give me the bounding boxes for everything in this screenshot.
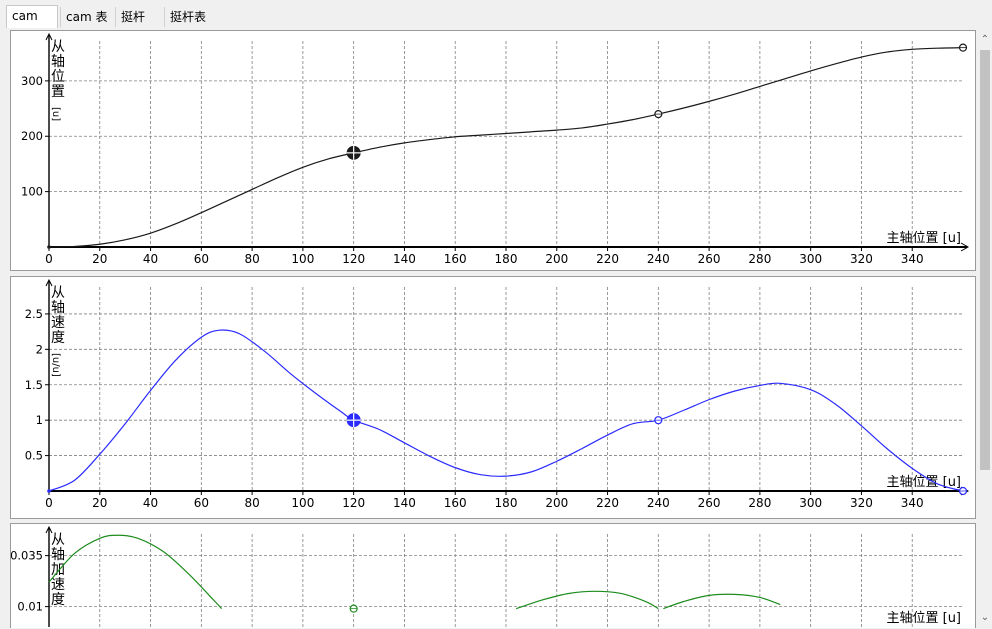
x-tick-label: 20 <box>92 496 107 510</box>
tab-cam[interactable]: cam <box>6 5 58 28</box>
y-tick-label: 200 <box>21 129 43 143</box>
scroll-up-arrow-icon[interactable]: ⌃ <box>980 34 990 45</box>
y-axis-label-char: 从 <box>51 39 65 55</box>
y-axis-label-char: 轴 <box>51 300 65 316</box>
scroll-down-arrow-icon[interactable]: ⌄ <box>980 612 990 623</box>
y-axis-label-char: 轴 <box>51 547 65 563</box>
acceleration-chart-panel: 0.01 0.035 从轴加速度主轴位置 [u] <box>10 523 976 628</box>
x-tick-label: 200 <box>545 252 568 266</box>
x-tick-label: 320 <box>850 496 873 510</box>
x-tick-label: 220 <box>596 252 619 266</box>
tab-tappet[interactable]: 挺杆 <box>115 7 163 27</box>
x-tick-label: 180 <box>495 496 518 510</box>
control-point-marker-small <box>47 245 51 249</box>
y-axis-label-char: 速 <box>51 577 65 593</box>
x-tick-label: 260 <box>698 252 721 266</box>
x-tick-label: 100 <box>291 252 314 266</box>
x-tick-label: 120 <box>342 252 365 266</box>
series-line <box>48 47 964 248</box>
velocity-chart-panel: 0 20 40 60 80 100 120 140 160 180 200 220 240 260 280 3… <box>10 276 976 519</box>
y-axis-arrow-icon <box>45 32 53 41</box>
x-tick-label: 120 <box>342 496 365 510</box>
y-axis-label-char: 从 <box>51 532 65 548</box>
y-axis-arrow-icon <box>45 278 53 287</box>
x-axis-arrow-icon <box>960 242 970 252</box>
tab-cam-table[interactable]: cam 表 <box>60 7 114 27</box>
x-tick-label: 60 <box>194 252 209 266</box>
x-axis-label: 主轴位置 [u] <box>886 611 961 626</box>
y-tick-label: 2 <box>36 342 43 356</box>
x-tick-label: 40 <box>143 496 158 510</box>
x-tick-label: 180 <box>495 252 518 266</box>
position-chart: 0 20 40 60 80 100 120 140 160 180 200 220 240 260 280 3… <box>21 32 970 266</box>
y-tick-label: 100 <box>21 185 43 199</box>
x-tick-label: 140 <box>393 252 416 266</box>
x-tick-label: 240 <box>647 496 670 510</box>
y-tick-label: 0.5 <box>25 449 43 463</box>
x-tick-label: 20 <box>92 252 107 266</box>
position-chart-panel: 0 20 40 60 80 100 120 140 160 180 200 220 240 260 280 3… <box>10 30 976 271</box>
x-tick-label: 200 <box>545 496 568 510</box>
y-tick-label: 0.01 <box>17 600 43 614</box>
x-tick-label: 80 <box>244 496 259 510</box>
x-tick-label: 260 <box>698 496 721 510</box>
series-line <box>515 590 659 610</box>
x-tick-label: 280 <box>748 496 771 510</box>
x-tick-label: 320 <box>850 252 873 266</box>
y-axis-label-char: 从 <box>51 285 65 301</box>
x-tick-label: 280 <box>748 252 771 266</box>
x-tick-label: 0 <box>45 496 53 510</box>
series-line <box>48 534 223 610</box>
y-axis-label-char: 加 <box>51 562 65 578</box>
series-line <box>663 593 781 610</box>
x-tick-label: 340 <box>901 496 924 510</box>
y-axis-label-char: 度 <box>51 330 65 346</box>
x-tick-label: 240 <box>647 252 670 266</box>
x-tick-label: 0 <box>45 252 53 266</box>
x-tick-label: 140 <box>393 496 416 510</box>
y-axis-label-char: 度 <box>51 592 65 608</box>
velocity-chart: 0 20 40 60 80 100 120 140 160 180 200 220 240 260 280 3… <box>25 278 970 510</box>
series-line <box>48 329 964 492</box>
y-axis-unit: [u] <box>50 107 61 121</box>
x-tick-label: 60 <box>194 496 209 510</box>
y-axis-unit: [u/u] <box>50 353 61 377</box>
x-tick-label: 40 <box>143 252 158 266</box>
y-axis-label-char: 轴 <box>51 54 65 70</box>
y-tick-label: 1 <box>36 413 43 427</box>
y-axis-label-char: 置 <box>51 84 65 100</box>
y-axis-arrow-icon <box>45 525 53 534</box>
y-tick-label: 2.5 <box>25 307 43 321</box>
x-tick-label: 300 <box>799 252 822 266</box>
x-tick-label: 100 <box>291 496 314 510</box>
x-tick-label: 220 <box>596 496 619 510</box>
x-tick-label: 160 <box>444 252 467 266</box>
y-axis-label-char: 速 <box>51 315 65 331</box>
x-tick-label: 80 <box>244 252 259 266</box>
y-tick-label: 0.035 <box>11 549 43 563</box>
tab-strip: cam cam 表 挺杆 挺杆表 <box>0 0 992 30</box>
x-tick-label: 160 <box>444 496 467 510</box>
x-tick-label: 340 <box>901 252 924 266</box>
control-point-marker-small <box>47 489 51 493</box>
y-tick-label: 300 <box>21 74 43 88</box>
y-axis-label-char: 位 <box>51 69 65 85</box>
scrollbar-thumb[interactable] <box>980 50 990 470</box>
vertical-scrollbar[interactable]: ⌃ ⌄ <box>978 30 992 628</box>
x-axis-label: 主轴位置 [u] <box>886 231 961 246</box>
y-tick-label: 1.5 <box>25 378 43 392</box>
x-tick-label: 300 <box>799 496 822 510</box>
tab-tappet-table[interactable]: 挺杆表 <box>164 7 222 27</box>
